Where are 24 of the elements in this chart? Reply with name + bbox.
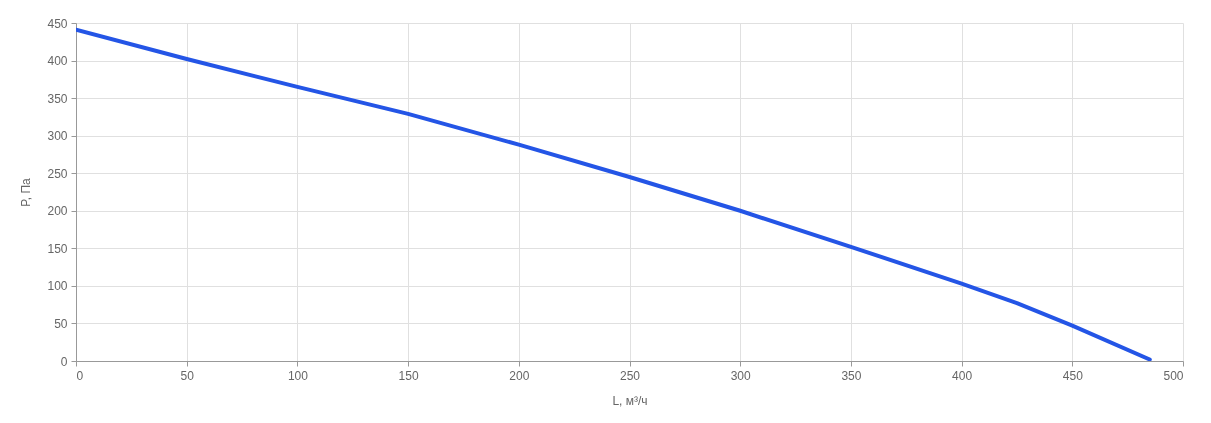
y-axis-title: P, Па	[19, 177, 34, 207]
x-tick-label: 100	[287, 368, 309, 383]
x-tick-label: 350	[841, 368, 862, 383]
x-tick-label: 250	[619, 368, 641, 383]
y-tick-label: 450	[47, 16, 68, 31]
y-tick-label: 0	[60, 354, 68, 369]
x-tick-label: 400	[952, 368, 973, 383]
x-tick-label: 200	[509, 368, 530, 383]
x-tick-label: 450	[1062, 368, 1084, 383]
y-tick-label: 50	[54, 316, 68, 331]
x-axis-title: L, м³/ч	[612, 393, 648, 408]
x-tick-label: 500	[1163, 368, 1184, 383]
y-tick-label: 250	[47, 166, 68, 181]
y-tick-label: 200	[47, 204, 68, 219]
x-tick-label: 0	[76, 368, 84, 383]
y-tick-label: 100	[47, 279, 68, 294]
line-series	[76, 27, 1152, 361]
x-tick-label: 300	[730, 368, 752, 383]
y-tick-label: 350	[47, 91, 68, 106]
y-tick-label: 300	[47, 129, 68, 144]
y-tick-label: 400	[47, 54, 68, 69]
x-tick-label: 150	[398, 368, 419, 383]
x-tick-label: 50	[180, 368, 195, 383]
y-tick-label: 150	[47, 241, 68, 256]
